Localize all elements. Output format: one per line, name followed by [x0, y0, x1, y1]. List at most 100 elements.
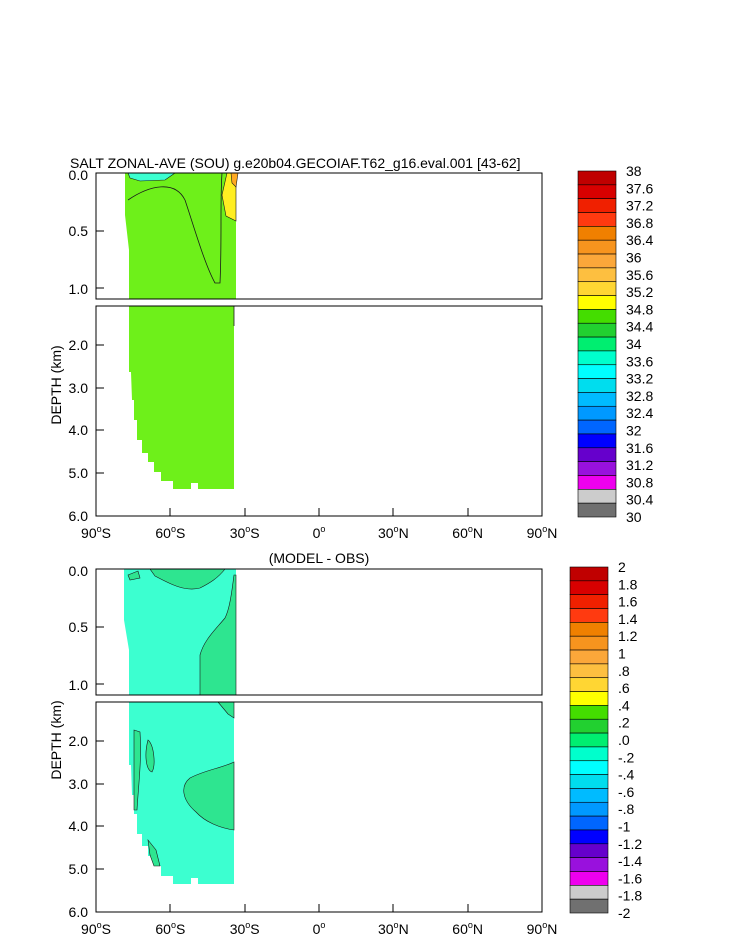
top-xticks	[95, 508, 543, 516]
xtick-label: 90oS	[81, 920, 111, 937]
colorbar-box	[569, 857, 609, 872]
top-lower-green-fill	[129, 306, 234, 489]
bottom-lower-teal-bottom	[147, 838, 161, 867]
colorbar-label: .0	[618, 732, 630, 748]
colorbar-box	[577, 170, 617, 186]
colorbar-box	[577, 184, 617, 199]
bottom-ytick-label: 1.0	[69, 677, 89, 693]
xtick-label: 90oS	[81, 524, 111, 541]
colorbar-label: -1.8	[618, 888, 642, 904]
bottom-xtick-labels: 90oS 60oS 30oS 0o 30oN 60oN 90oN	[81, 920, 557, 937]
colorbar-box	[569, 732, 609, 748]
top-ytick-label: 2.0	[69, 337, 89, 353]
bottom-ytick-label: 0.0	[69, 563, 89, 579]
colorbar-box	[569, 649, 609, 665]
top-ytick-label: 6.0	[69, 508, 89, 524]
colorbar-label: 32.4	[626, 405, 653, 421]
bottom-ytick-label: 4.0	[69, 818, 89, 834]
colorbar-box	[569, 843, 609, 858]
colorbar-box	[569, 635, 609, 651]
colorbar-box	[569, 801, 609, 817]
top-ytick-label: 5.0	[69, 465, 89, 481]
colorbar-box	[569, 746, 609, 762]
colorbar-label: 37.6	[626, 180, 653, 196]
xtick-label: 30oN	[378, 920, 409, 937]
colorbar-box	[569, 898, 609, 914]
colorbar-box	[577, 267, 617, 283]
colorbar-box	[577, 419, 617, 435]
colorbar-box	[577, 447, 617, 462]
colorbar-box	[569, 829, 609, 845]
colorbar-box	[577, 433, 617, 449]
bottom-upper-teal-small	[127, 570, 141, 581]
colorbar-label: -.8	[618, 801, 635, 817]
xtick-label: 90oN	[527, 524, 558, 541]
colorbar-box	[577, 405, 617, 421]
colorbar-label: 37.2	[626, 198, 653, 214]
bottom-xticks	[95, 904, 543, 912]
colorbar-label: 1.8	[618, 576, 638, 592]
colorbar-box	[569, 566, 609, 582]
colorbar-label: 33.2	[626, 371, 653, 387]
bottom-upper-frame	[95, 568, 543, 696]
colorbar-box	[577, 281, 617, 296]
top-ylabel: DEPTH (km)	[48, 345, 64, 424]
colorbar-label: -2	[618, 905, 631, 921]
colorbar-label: 38	[626, 163, 642, 179]
colorbar-box	[577, 502, 617, 518]
bottom-colorbar-boxes	[569, 566, 609, 914]
colorbar-box	[569, 677, 609, 692]
bottom-lower-teal-blob	[183, 761, 235, 831]
colorbar-box	[569, 594, 609, 609]
colorbar-label: 30.8	[626, 474, 653, 490]
colorbar-box	[577, 239, 617, 255]
colorbar-label: 32.8	[626, 388, 653, 404]
top-upper-darker-contour	[127, 172, 223, 284]
bottom-ytick-label: 5.0	[69, 861, 89, 877]
colorbar-box	[569, 788, 609, 803]
bottom-lower-data	[129, 701, 235, 884]
colorbar-label: 1.4	[618, 611, 638, 627]
colorbar-label: .2	[618, 715, 630, 731]
bottom-ylabel: DEPTH (km)	[48, 700, 64, 779]
bottom-lower-teal-strip	[145, 739, 155, 773]
colorbar-label: 31.2	[626, 457, 653, 473]
xtick-label: 60oN	[452, 920, 483, 937]
colorbar-label: 32	[626, 423, 642, 439]
colorbar-box	[577, 253, 617, 269]
top-ytick-label: 3.0	[69, 380, 89, 396]
top-ytick-label: 1.0	[69, 281, 89, 297]
bottom-lower-teal-left	[133, 729, 141, 811]
colorbar-label: 33.6	[626, 353, 653, 369]
colorbar-label: -1.4	[618, 853, 642, 869]
colorbar-box	[569, 815, 609, 831]
top-yticks-upper: 0.0 0.5 1.0	[69, 167, 104, 297]
bottom-ytick-label: 2.0	[69, 733, 89, 749]
colorbar-box	[577, 378, 617, 393]
bottom-colorbar-labels: 21.81.61.41.21.8.6.4.2.0-.2-.4-.6-.8-1-1…	[618, 559, 642, 921]
top-lower-data	[129, 306, 235, 489]
xtick-label: 30oN	[378, 524, 409, 541]
xtick-label: 30oS	[230, 524, 260, 541]
top-ytick-label: 4.0	[69, 422, 89, 438]
colorbar-box	[577, 322, 617, 338]
bottom-ytick-label: 0.5	[69, 619, 89, 635]
colorbar-box	[577, 475, 617, 490]
colorbar-label: .6	[618, 680, 630, 696]
colorbar-label: -.2	[618, 749, 635, 765]
bottom-upper-data	[124, 568, 237, 696]
bottom-upper-teal-top	[149, 568, 226, 590]
colorbar-label: 34	[626, 336, 642, 352]
bottom-colorbar: 21.81.61.41.21.8.6.4.2.0-.2-.4-.6-.8-1-1…	[569, 559, 642, 921]
colorbar-box	[577, 336, 617, 352]
xtick-label: 60oS	[155, 524, 185, 541]
top-ytick-label: 0.5	[69, 223, 89, 239]
colorbar-box	[577, 309, 617, 324]
colorbar-box	[577, 461, 617, 476]
colorbar-box	[577, 212, 617, 227]
bottom-yticks-upper: 0.0 0.5 1.0	[69, 563, 104, 693]
colorbar-label: 1.2	[618, 628, 638, 644]
top-ytick-label: 0.0	[69, 167, 89, 183]
colorbar-label: 34.4	[626, 319, 653, 335]
